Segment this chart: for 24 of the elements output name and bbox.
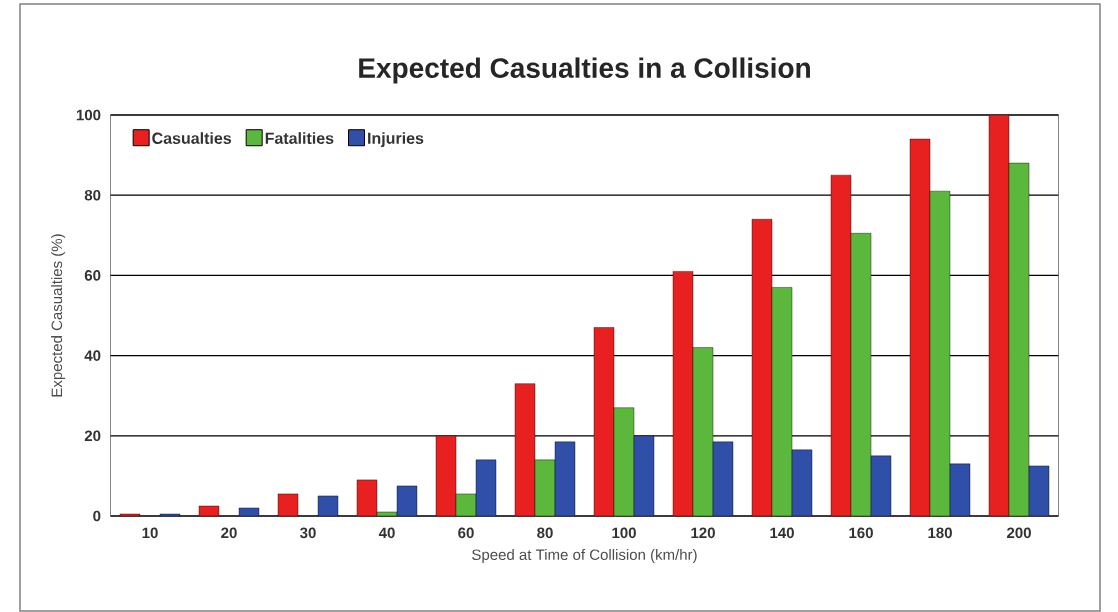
x-tick-label: 60 <box>458 527 474 539</box>
y-tick-label: 0 <box>93 510 101 522</box>
y-tick-label: 60 <box>84 270 101 281</box>
x-tick-label: 80 <box>537 527 553 539</box>
legend-label: Fatalities <box>265 132 334 144</box>
x-tick-label: 20 <box>221 527 237 539</box>
y-tick-label: 100 <box>76 109 101 121</box>
legend-label: Casualties <box>152 132 232 144</box>
legend-label: Injuries <box>368 132 424 148</box>
x-tick-label: 30 <box>300 527 316 539</box>
x-tick-label: 40 <box>378 527 395 539</box>
x-tick-label: 180 <box>928 527 952 539</box>
x-tick-label: 120 <box>691 527 715 539</box>
x-tick-label: 160 <box>849 527 873 539</box>
x-tick-label: 140 <box>770 527 794 539</box>
y-tick-label: 80 <box>84 189 101 201</box>
chart-title: Expected Casualties in a Collision <box>359 57 810 84</box>
y-axis-title: Expected Casualties (%) <box>51 234 66 397</box>
x-tick-label: 10 <box>142 527 158 539</box>
x-axis-title: Speed at Time of Collision (km/hr) <box>472 549 697 563</box>
y-tick-label: 40 <box>84 350 101 361</box>
x-tick-label: 200 <box>1007 527 1031 539</box>
x-tick-label: 100 <box>612 527 636 539</box>
y-tick-label: 20 <box>84 430 101 442</box>
